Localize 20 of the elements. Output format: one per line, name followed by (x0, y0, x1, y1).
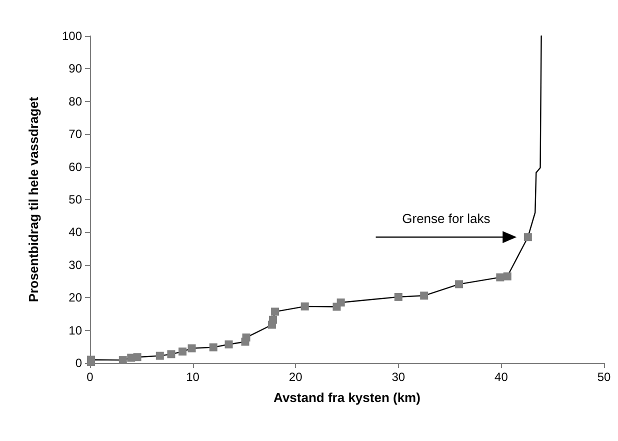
y-tick-label: 90 (68, 62, 82, 76)
y-tick-label: 10 (68, 323, 82, 338)
y-tick-label: 100 (62, 29, 82, 43)
y-tick-label: 30 (68, 258, 82, 272)
y-tick-label: 50 (68, 192, 82, 206)
y-tick-label: 80 (68, 94, 82, 108)
x-tick-label: 30 (392, 370, 406, 384)
x-tick-label: 10 (186, 370, 200, 384)
x-tick-label: 50 (597, 370, 611, 384)
x-tick-label: 0 (86, 370, 94, 384)
x-tick-label: 20 (288, 370, 303, 384)
x-tick-label: 40 (494, 370, 508, 384)
y-tick-label: 60 (68, 160, 82, 174)
y-tick-label: 70 (68, 127, 82, 142)
y-tick-label: 20 (68, 290, 82, 305)
y-axis-title: Prosentbidrag til hele vassdraget (26, 96, 41, 302)
x-axis-title: Avstand fra kysten (km) (274, 390, 420, 405)
y-tick-label: 40 (68, 225, 82, 240)
y-tick-label: 0 (75, 356, 82, 370)
annotation: Grense for laks (402, 211, 491, 226)
